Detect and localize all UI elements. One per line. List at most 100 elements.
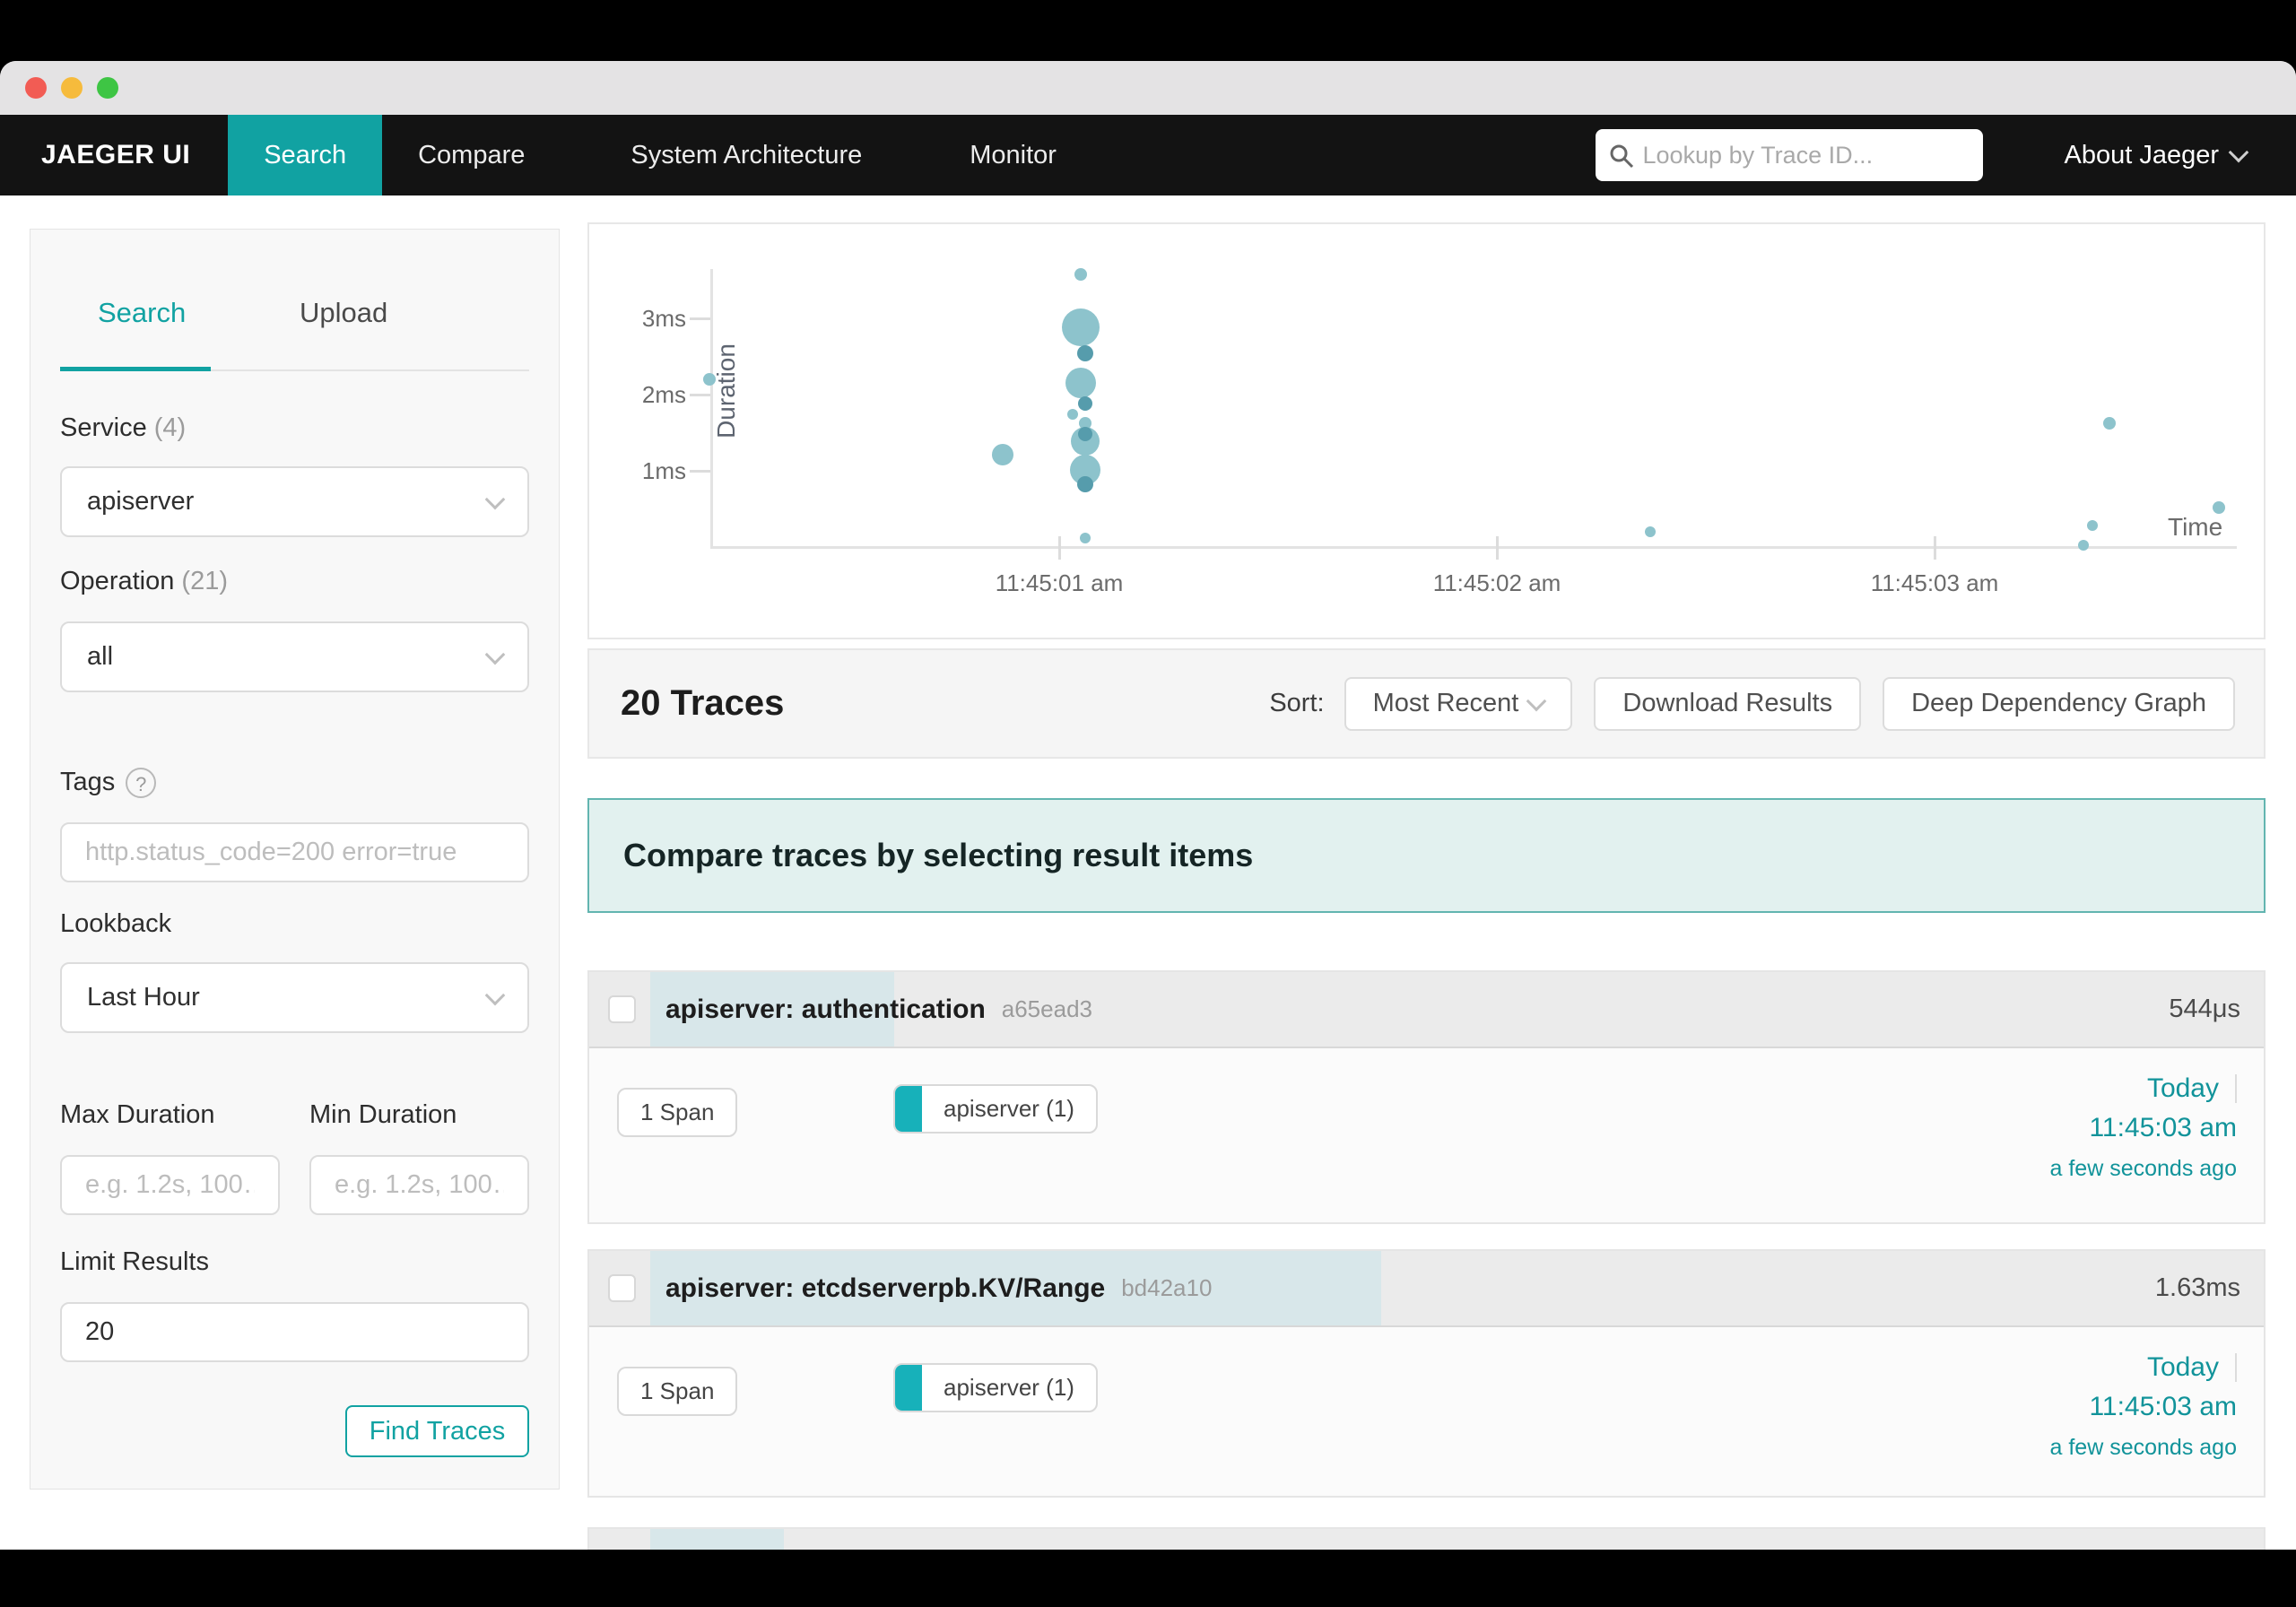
search-sidebar: Search Upload Service (4) apiserver Oper… <box>30 229 560 1490</box>
trace-time-link[interactable]: 11:45:03 am <box>2089 1392 2237 1421</box>
trace-timestamp: Today 11:45:03 am a few seconds ago <box>2050 1073 2237 1182</box>
trace-id: a65ead3 <box>1001 995 1092 1022</box>
duration-bar <box>650 972 894 1047</box>
compare-banner: Compare traces by selecting result items <box>587 798 2266 913</box>
trace-relative-time: a few seconds ago <box>2049 1156 2237 1181</box>
trace-dot[interactable] <box>1077 345 1094 362</box>
span-count-chip[interactable]: 1 Span <box>617 1367 738 1416</box>
x-tickmark <box>1496 536 1499 560</box>
chevron-down-icon <box>1526 691 1547 711</box>
trace-dot[interactable] <box>1077 476 1094 493</box>
min-duration-input[interactable] <box>309 1155 529 1215</box>
close-window-button[interactable] <box>25 77 47 99</box>
trace-date-link[interactable]: Today <box>2146 1352 2219 1382</box>
nav-tab-monitor[interactable]: Monitor <box>970 141 1057 169</box>
service-select[interactable]: apiserver <box>60 466 529 537</box>
trace-dot[interactable] <box>1078 427 1093 442</box>
trace-duration: 1.63ms <box>2154 1273 2240 1302</box>
trace-dot[interactable] <box>991 444 1013 466</box>
help-icon[interactable]: ? <box>126 768 157 799</box>
trace-dot[interactable] <box>702 373 716 386</box>
chevron-down-icon <box>484 489 506 509</box>
trace-select-checkbox[interactable] <box>608 1274 636 1302</box>
chevron-down-icon <box>2228 142 2249 163</box>
top-navbar: JAEGER UI Search Compare System Architec… <box>0 115 2296 195</box>
trace-dot[interactable] <box>2077 540 2089 552</box>
operation-select[interactable]: all <box>60 621 529 692</box>
nav-tab-system-architecture[interactable]: System Architecture <box>631 141 863 169</box>
max-duration-label: Max Duration <box>60 1100 215 1129</box>
trace-lookup-wrap <box>1596 129 1984 181</box>
lookback-select[interactable]: Last Hour <box>60 962 529 1033</box>
x-axis-title: Time <box>2168 513 2223 541</box>
service-chip[interactable]: apiserver (1) <box>893 1084 1098 1134</box>
span-count-chip[interactable]: 1 Span <box>617 1088 738 1137</box>
trace-dot[interactable] <box>1079 417 1092 430</box>
duration-bar-track <box>650 972 2264 1047</box>
tab-underline-track <box>60 369 529 371</box>
compare-banner-text: Compare traces by selecting result items <box>623 837 1254 873</box>
trace-card-header[interactable]: apiserver: etcdserverpb.KV/Range bd42a10… <box>589 1251 2264 1327</box>
trace-date-link[interactable]: Today <box>2146 1073 2219 1103</box>
trace-dot[interactable] <box>1065 368 1097 399</box>
results-header: 20 Traces Sort: Most Recent Download Res… <box>587 648 2266 759</box>
y-tickmark <box>690 394 710 396</box>
trace-card-header[interactable]: apiserver: authentication a65ead3 544μs <box>589 972 2264 1048</box>
limit-results-input[interactable] <box>60 1302 529 1362</box>
trace-dot[interactable] <box>2103 417 2117 430</box>
trace-dot[interactable] <box>1644 526 1656 537</box>
trace-result-card: apiserver: authentication a65ead3 544μs … <box>587 970 2266 1224</box>
trace-dot[interactable] <box>1066 409 1078 421</box>
divider <box>2235 1353 2237 1382</box>
sort-select[interactable]: Most Recent <box>1344 676 1573 731</box>
deep-dependency-graph-button[interactable]: Deep Dependency Graph <box>1883 676 2235 731</box>
x-tickmark <box>1934 536 1936 560</box>
y-tick-label: 2ms <box>641 381 686 408</box>
trace-card-header[interactable] <box>589 1529 2264 1550</box>
trace-dot[interactable] <box>1078 396 1093 412</box>
trace-card-body: 1 Span apiserver (1) Today 11:45:03 am a… <box>589 1048 2264 1226</box>
trace-lookup-input[interactable] <box>1596 129 1984 181</box>
max-duration-input[interactable] <box>60 1155 280 1215</box>
find-traces-button[interactable]: Find Traces <box>345 1405 529 1457</box>
about-jaeger-label: About Jaeger <box>2064 140 2219 169</box>
trace-dot[interactable] <box>1062 308 1100 347</box>
y-axis-title: Duration <box>711 343 740 439</box>
download-results-button[interactable]: Download Results <box>1594 676 1862 731</box>
y-tick-label: 3ms <box>641 305 686 332</box>
x-tick-label: 11:45:01 am <box>995 569 1124 596</box>
x-axis <box>710 546 2237 549</box>
trace-dot[interactable] <box>2086 520 2098 532</box>
trace-result-card: apiserver: etcdserverpb.KV/Range bd42a10… <box>587 1249 2266 1498</box>
trace-time-link[interactable]: 11:45:03 am <box>2089 1113 2237 1142</box>
duration-bar <box>650 1529 785 1550</box>
service-chip[interactable]: apiserver (1) <box>893 1363 1098 1412</box>
nav-tab-compare[interactable]: Compare <box>418 141 526 169</box>
zoom-window-button[interactable] <box>97 77 118 99</box>
operation-label: Operation (21) <box>60 567 228 595</box>
traces-count: 20 Traces <box>621 683 785 723</box>
trace-dot[interactable] <box>1080 532 1091 543</box>
sidebar-tab-search[interactable]: Search <box>98 297 187 328</box>
nav-tab-search[interactable]: Search <box>228 115 383 195</box>
trace-dot[interactable] <box>1074 267 1088 281</box>
tags-label: Tags? <box>60 768 157 799</box>
about-jaeger-menu[interactable]: About Jaeger <box>2064 140 2249 170</box>
minimize-window-button[interactable] <box>61 77 83 99</box>
app-window: JAEGER UI Search Compare System Architec… <box>0 61 2296 1550</box>
trace-dot[interactable] <box>2213 500 2226 514</box>
jaeger-logo[interactable]: JAEGER UI <box>41 140 191 169</box>
trace-title: apiserver: etcdserverpb.KV/Range bd42a10 <box>665 1251 1212 1325</box>
tags-input[interactable] <box>60 822 529 882</box>
trace-card-body: 1 Span apiserver (1) Today 11:45:03 am a… <box>589 1327 2264 1505</box>
limit-results-label: Limit Results <box>60 1247 209 1276</box>
y-tick-label: 1ms <box>641 457 686 484</box>
min-duration-label: Min Duration <box>309 1100 457 1129</box>
service-color-block <box>895 1365 922 1411</box>
y-tickmark <box>690 317 710 320</box>
sidebar-tab-upload[interactable]: Upload <box>300 297 388 328</box>
duration-bar-track <box>650 1251 2264 1325</box>
trace-select-checkbox[interactable] <box>608 995 636 1023</box>
x-tick-label: 11:45:02 am <box>1432 569 1561 596</box>
